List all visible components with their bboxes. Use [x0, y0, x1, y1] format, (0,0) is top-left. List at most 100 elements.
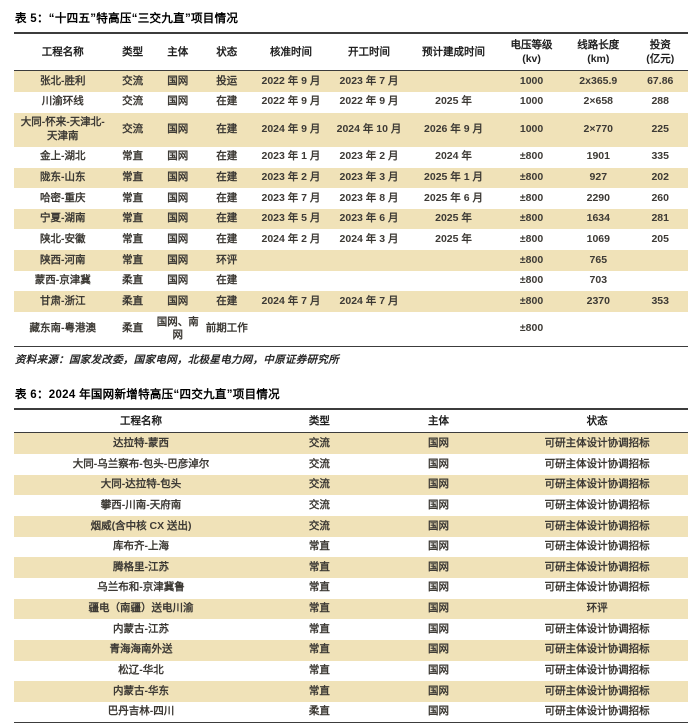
table-cell: 288 [632, 91, 688, 113]
table-row: 陇东-山东 常直 国网 在建 2023 年 2 月 2023 年 3 月 2025 年 1 … [14, 167, 688, 189]
column-header: 工程名称 [120, 415, 163, 428]
table-cell: 2026 年 9 月 [408, 112, 499, 147]
column-header: 状态 [216, 46, 238, 59]
table-cell: 2024 年 7 月 [251, 291, 330, 313]
table-cell: 国网、南网 [153, 312, 202, 347]
table-row: 蒙西-京津冀 柔直 国网 在建 ±800 703 [14, 270, 688, 292]
table-cell [632, 250, 688, 271]
column-header: 投资 (亿元) [646, 39, 675, 66]
table-cell: ±800 [498, 270, 565, 292]
table-cell: 在建 [201, 208, 252, 230]
table-cell: 在建 [201, 188, 252, 209]
column-header: 工程名称 [41, 46, 84, 59]
table-cell: 在建 [201, 146, 252, 168]
table-cell: 可研主体设计协调招标 [506, 432, 688, 455]
table-cell: 国网 [370, 681, 507, 702]
table-row: 大同-达拉特-包头 交流 国网 可研主体设计协调招标 [14, 474, 688, 496]
table-cell [251, 312, 330, 347]
table-cell: 可研主体设计协调招标 [506, 495, 688, 517]
table-cell: 2023 年 2 月 [251, 167, 330, 189]
table-cell: 国网 [153, 91, 202, 113]
table-cell: 1000 [498, 70, 565, 92]
table-cell: 国网 [370, 474, 507, 496]
table-cell: 205 [632, 229, 688, 251]
table-cell: 柔直 [111, 312, 154, 347]
column-header: 主体 [428, 415, 450, 428]
table-cell: 国网 [370, 639, 507, 661]
table-cell: 交流 [268, 474, 371, 496]
table-cell: 国网 [370, 598, 507, 620]
table-cell: 疆电（南疆）送电川渝 [14, 598, 269, 620]
table-row: 金上-湖北 常直 国网 在建 2023 年 1 月 2023 年 2 月 2024 年 ±80… [14, 146, 688, 168]
table-cell: 青海海南外送 [14, 639, 269, 661]
table-cell: 1000 [498, 91, 565, 113]
table-cell: 国网 [153, 112, 202, 147]
table-cell: 大同-怀来-天津北-天津南 [14, 112, 112, 147]
table-cell: 常直 [268, 639, 371, 661]
table-cell: 投运 [201, 70, 252, 92]
table-cell: 金上-湖北 [14, 146, 112, 168]
table-cell: 常直 [268, 660, 371, 682]
table-cell: 柔直 [111, 291, 154, 313]
table-row: 巴丹吉林-四川 柔直 国网 可研主体设计协调招标 [14, 701, 688, 723]
table-cell: 大同-乌兰察布-包头-巴彦淖尔 [14, 454, 269, 475]
table-cell: 环评 [506, 598, 688, 620]
table-6-title: 表 6：2024 年国网新增特高压“四交九直”项目情况 [15, 389, 280, 402]
table-row: 藏东南-粤港澳 柔直 国网、南网 前期工作 ±800 [14, 312, 688, 347]
table-cell: ±800 [498, 291, 565, 313]
table-6-body: 达拉特-蒙西 交流 国网 可研主体设计协调招标 大同-乌兰察布-包头-巴彦淖尔 交流 国网可… [14, 432, 688, 723]
table-cell: 在建 [201, 112, 252, 147]
table-cell: 国网 [153, 188, 202, 209]
table-cell: ±800 [498, 188, 565, 209]
table-cell: 陕北-安徽 [14, 229, 112, 251]
table-cell: 2024 年 9 月 [251, 112, 330, 147]
table-cell [564, 312, 633, 347]
table-cell: 可研主体设计协调招标 [506, 557, 688, 578]
table-cell: 张北-胜利 [14, 70, 112, 92]
table-cell: 国网 [370, 516, 507, 537]
table-cell: 281 [632, 208, 688, 230]
table-cell: 常直 [111, 229, 154, 251]
table-cell: 可研主体设计协调招标 [506, 619, 688, 640]
table-cell: 宁夏-湖南 [14, 208, 112, 230]
table-cell: 乌兰布和-京津冀鲁 [14, 577, 269, 599]
table-cell: 2025 年 6 月 [408, 188, 499, 209]
table-cell: 2023 年 6 月 [329, 208, 409, 230]
table-cell: 225 [632, 112, 688, 147]
table-row: 哈密-重庆 常直 国网 在建 2023 年 7 月 2023 年 8 月 2025 年 6 … [14, 188, 688, 209]
column-header: 电压等级 (kv) [510, 39, 553, 66]
table-cell: 可研主体设计协调招标 [506, 701, 688, 723]
table-cell: 柔直 [268, 701, 371, 723]
table-cell [408, 250, 499, 271]
table-5: 工程名称 类型 主体 状态 核准时间 开工时间 预计建成时间 电压等级 (kv) 线路长度 (k… [14, 32, 688, 347]
column-header: 预计建成时间 [422, 46, 485, 59]
table-cell: 交流 [268, 516, 371, 537]
table-6: 工程名称 类型 主体 状态 达拉特-蒙西 交流 国网 可研主体设计协调招标 大同-乌兰察布-包… [14, 408, 688, 723]
table-cell: 内蒙古-华东 [14, 681, 269, 702]
table-cell: 在建 [201, 270, 252, 292]
column-header: 类型 [122, 46, 144, 59]
table-6-head: 工程名称 类型 主体 状态 [14, 409, 688, 433]
table-cell: 在建 [201, 229, 252, 251]
column-header: 状态 [586, 415, 608, 428]
table-cell: 甘肃-浙江 [14, 291, 112, 313]
table-row: 内蒙古-华东 常直 国网 可研主体设计协调招标 [14, 681, 688, 702]
table-cell: 可研主体设计协调招标 [506, 454, 688, 475]
table-cell [329, 270, 409, 292]
table-row: 张北-胜利 交流 国网 投运 2022 年 9 月 2023 年 7 月 1000 2x365… [14, 70, 688, 92]
table-row: 腾格里-江苏 常直 国网 可研主体设计协调招标 [14, 557, 688, 578]
table-cell [251, 270, 330, 292]
table-cell: 国网 [153, 146, 202, 168]
table-cell [632, 270, 688, 292]
table-row: 松辽-华北 常直 国网 可研主体设计协调招标 [14, 660, 688, 682]
table-cell: 国网 [370, 619, 507, 640]
table-cell: 2023 年 7 月 [251, 188, 330, 209]
table-cell: 常直 [268, 681, 371, 702]
table-cell: 陇东-山东 [14, 167, 112, 189]
table-cell: 可研主体设计协调招标 [506, 681, 688, 702]
table-cell [408, 270, 499, 292]
table-cell: 前期工作 [201, 312, 252, 347]
table-cell [408, 70, 499, 92]
table-cell: 达拉特-蒙西 [14, 432, 269, 455]
table-cell: 国网 [370, 577, 507, 599]
